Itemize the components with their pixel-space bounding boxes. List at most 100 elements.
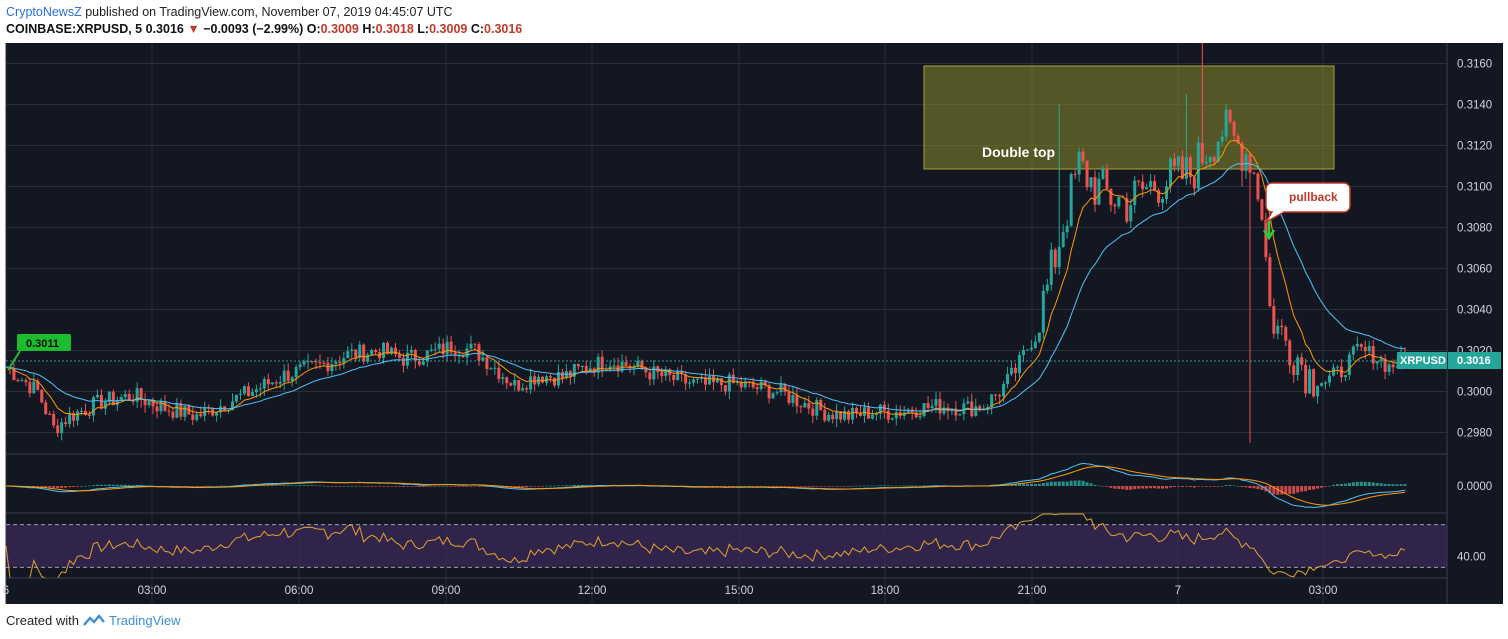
macd-bar [497,486,501,488]
macd-bar [1367,481,1371,486]
macd-bar [123,484,127,486]
macd-bar [847,486,851,487]
macd-bar [306,485,310,486]
candle-body [314,361,318,363]
macd-bar [576,484,580,486]
candle-body [1244,154,1248,171]
candle-body [910,409,914,413]
macd-bar [1113,486,1117,489]
macd-bar [1169,486,1173,488]
author-link[interactable]: CryptoNewsZ [6,5,82,19]
candle-body [179,403,183,417]
candle-body [83,410,87,415]
candle-body [505,377,509,384]
price-tick-label: 0.3100 [1457,182,1492,194]
candle-body [962,403,966,415]
macd-bar [1153,486,1157,489]
macd-bar [815,486,819,487]
macd-bar [175,486,179,487]
macd-bar [1339,483,1343,486]
candle-body [1033,341,1037,348]
candle-body [171,411,175,418]
publish-info: published on TradingView.com, November 0… [85,5,453,19]
candle-body [990,394,994,408]
macd-bar [1093,484,1097,486]
macd-bar [294,485,298,486]
time-tick-label: 21:00 [1018,585,1047,597]
time-tick-label: 15:00 [725,585,754,597]
candle-body [119,396,123,401]
candle-body [1324,382,1328,384]
time-tick-label: 6 [3,585,9,597]
macd-bar [1284,486,1288,495]
macd-bar [707,486,711,487]
candle-body [966,401,970,404]
macd-bar [1248,486,1252,488]
macd-bar [262,484,266,486]
candle-body [1224,109,1228,137]
candle-body [1260,199,1264,220]
macd-bar [1037,483,1041,486]
macd-bar [548,485,552,487]
macd-bar [743,485,747,487]
candle-body [286,370,290,381]
candle-body [95,394,99,398]
macd-bar [775,486,779,487]
candle-body [127,393,131,401]
candle-body [847,410,851,420]
candle-body [648,372,652,380]
candle-body [139,388,143,400]
macd-bar [270,485,274,486]
macd-bar [274,485,278,486]
candle-body [1375,361,1379,364]
macd-bar [525,486,529,488]
candle-body [513,379,517,386]
macd-bar [755,486,759,487]
candle-body [843,410,847,420]
candle-body [322,362,326,364]
macd-panel [5,453,1447,508]
candle-body [1093,177,1097,205]
macd-bar [831,486,835,487]
macd-bar [795,486,799,487]
macd-bar [1057,481,1061,486]
candle-body [32,381,36,394]
macd-bar [1133,486,1137,490]
macd-bar [556,485,560,487]
macd-bar [437,485,441,487]
macd-bar [723,486,727,487]
macd-bar [366,486,370,487]
high-label: H: [362,22,376,36]
candle-body [111,391,115,406]
candle-body [1097,178,1101,205]
candle-body [290,377,294,381]
macd-bar [1017,484,1021,486]
candle-body [1109,188,1113,205]
macd-bar [223,485,227,487]
macd-bar [890,485,894,487]
candle-body [155,406,159,412]
macd-bar [1121,486,1125,490]
candle-body [791,395,795,404]
candle-body [1296,357,1300,376]
macd-bar [787,486,791,487]
macd-bar [211,485,215,487]
footer: Created with TradingView [6,613,181,628]
macd-bar [1149,486,1153,489]
macd-bar [68,486,72,488]
candle-body [1308,369,1312,394]
tradingview-brand[interactable]: TradingView [108,613,181,628]
candle-body [1176,156,1180,166]
macd-bar [1312,486,1316,490]
macd-bar [930,485,934,486]
time-tick-label: 06:00 [285,585,314,597]
macd-bar [417,486,421,487]
candle-body [1188,157,1192,178]
candle-body [1129,205,1133,222]
candle-body [1391,364,1395,368]
candle-body [445,341,449,355]
candle-body [998,395,1002,397]
rsi-tick-label: 40.00 [1457,552,1486,564]
candle-body [1379,358,1383,362]
